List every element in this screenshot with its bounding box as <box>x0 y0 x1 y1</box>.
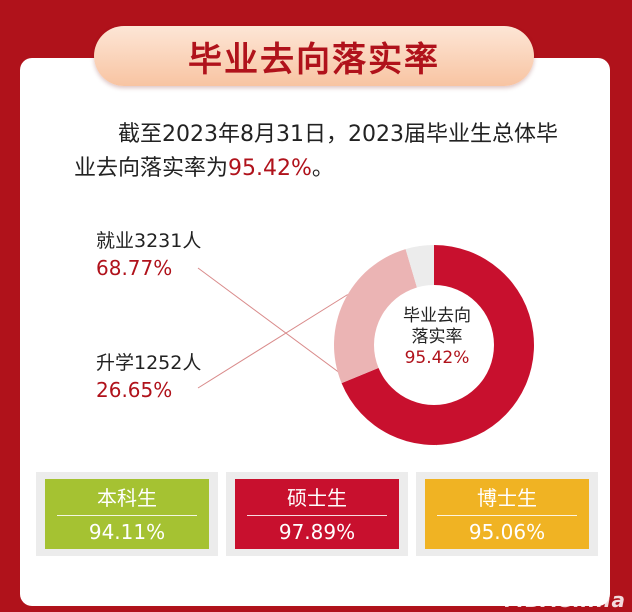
card-divider <box>247 514 387 516</box>
donut-hole <box>374 285 494 405</box>
intro-paragraph: 截至2023年8月31日，2023届毕业生总体毕业去向落实率为95.42%。 <box>74 118 574 186</box>
center-line2: 落实率 <box>411 327 463 347</box>
card-undergraduate-name: 本科生 <box>97 485 157 510</box>
card-doctoral: 博士生 95.06% <box>416 472 598 556</box>
leader-line-further-study <box>197 294 348 389</box>
intro-text: 截至2023年8月31日，2023届毕业生总体毕业去向落实率为 <box>74 122 558 181</box>
donut-center-label: 毕业去向 落实率 95.42% <box>382 306 492 369</box>
card-master-body: 硕士生 97.89% <box>235 479 399 549</box>
employment-pct: 68.77% <box>96 256 173 280</box>
card-doctoral-name: 博士生 <box>477 485 537 510</box>
watermark: MBAChina <box>504 588 626 612</box>
card-divider <box>437 514 577 516</box>
card-master: 硕士生 97.89% <box>226 472 408 556</box>
center-value: 95.42% <box>404 348 470 368</box>
card-undergraduate: 本科生 94.11% <box>36 472 218 556</box>
card-divider <box>57 514 197 516</box>
further-study-pct: 26.65% <box>96 378 173 402</box>
card-undergraduate-body: 本科生 94.11% <box>45 479 209 549</box>
card-doctoral-pct: 95.06% <box>468 519 546 544</box>
card-undergraduate-pct: 94.11% <box>88 519 166 544</box>
page-title: 毕业去向落实率 <box>188 39 440 80</box>
card-master-name: 硕士生 <box>287 485 347 510</box>
employment-label: 就业3231人 <box>96 230 202 252</box>
intro-tail: 。 <box>311 156 334 181</box>
card-doctoral-body: 博士生 95.06% <box>425 479 589 549</box>
further-study-label: 升学1252人 <box>96 352 202 374</box>
center-line1: 毕业去向 <box>403 306 471 326</box>
intro-highlight: 95.42% <box>228 156 312 181</box>
title-banner: 毕业去向落实率 <box>94 26 534 86</box>
card-master-pct: 97.89% <box>278 519 356 544</box>
